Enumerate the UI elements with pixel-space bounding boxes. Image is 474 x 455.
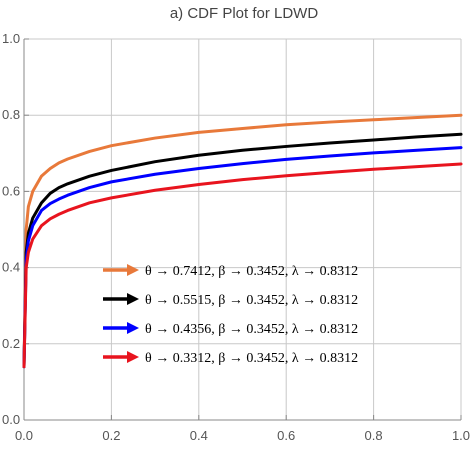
y-tick-label: 0.8 bbox=[2, 107, 20, 122]
legend-item-1: θ → 0.7412, β → 0.3452, λ → 0.8312 bbox=[103, 264, 358, 279]
legend-item-4: θ → 0.3312, β → 0.3452, λ → 0.8312 bbox=[103, 351, 358, 366]
x-tick-label: 0.4 bbox=[190, 428, 208, 443]
legend-item-3: θ → 0.4356, β → 0.3452, λ → 0.8312 bbox=[103, 322, 358, 337]
legend-label: θ → 0.5515, β → 0.3452, λ → 0.8312 bbox=[145, 293, 358, 308]
series-line-2 bbox=[22, 132, 463, 369]
arrow-icon bbox=[127, 351, 139, 363]
y-tick-label: 0.0 bbox=[2, 412, 20, 427]
x-tick-label: 1.0 bbox=[452, 428, 470, 443]
y-tick-label: 1.0 bbox=[2, 31, 20, 46]
arrow-icon bbox=[127, 264, 139, 276]
legend-item-2: θ → 0.5515, β → 0.3452, λ → 0.8312 bbox=[103, 293, 358, 308]
x-tick-label: 0.0 bbox=[15, 428, 33, 443]
chart-title: a) CDF Plot for LDWD bbox=[170, 5, 319, 22]
series-line-4 bbox=[22, 162, 463, 369]
axes: 0.0 0.2 0.4 0.6 0.8 1.0 0.0 0.2 0.4 0.6 0.8 1.0 bbox=[2, 31, 470, 443]
y-tick-label: 0.6 bbox=[2, 183, 20, 198]
series-curves bbox=[22, 113, 463, 369]
arrow-icon bbox=[127, 293, 139, 305]
series-line-1 bbox=[22, 113, 463, 369]
y-tick-label: 0.4 bbox=[2, 260, 20, 275]
legend: θ → 0.7412, β → 0.3452, λ → 0.8312 θ → 0.… bbox=[103, 264, 358, 366]
x-tick-label: 0.2 bbox=[102, 428, 120, 443]
legend-label: θ → 0.3312, β → 0.3452, λ → 0.8312 bbox=[145, 351, 358, 366]
series-line-3 bbox=[22, 146, 463, 369]
x-tick-label: 0.6 bbox=[277, 428, 295, 443]
legend-label: θ → 0.4356, β → 0.3452, λ → 0.8312 bbox=[145, 322, 358, 337]
legend-label: θ → 0.7412, β → 0.3452, λ → 0.8312 bbox=[145, 264, 358, 279]
arrow-icon bbox=[127, 322, 139, 334]
y-tick-label: 0.2 bbox=[2, 336, 20, 351]
x-tick-label: 0.8 bbox=[365, 428, 383, 443]
